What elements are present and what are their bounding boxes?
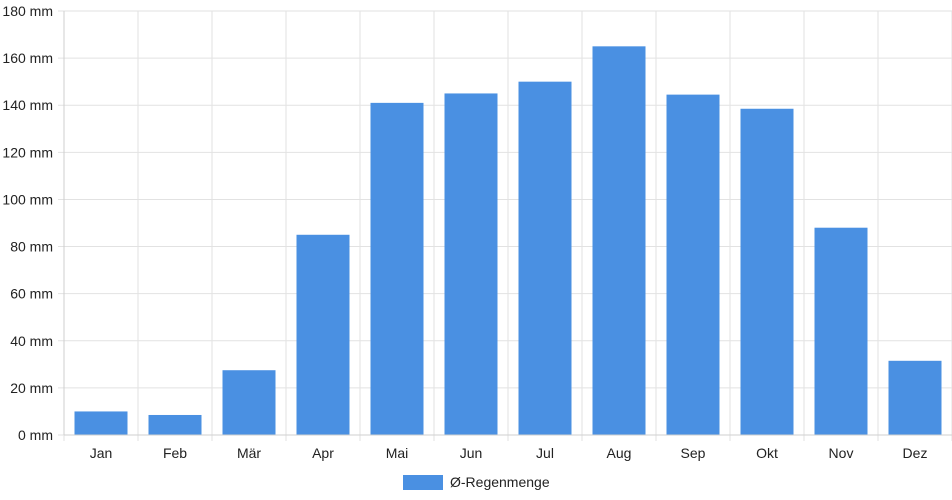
x-tick-label: Okt xyxy=(756,445,778,461)
bar[interactable] xyxy=(74,411,128,435)
legend-swatch[interactable] xyxy=(403,475,443,490)
bar[interactable] xyxy=(222,370,276,435)
x-tick-label: Mär xyxy=(237,445,261,461)
x-tick-label: Apr xyxy=(312,445,334,461)
x-tick-label: Mai xyxy=(386,445,409,461)
x-axis: Jan Feb Mär Apr Mai Jun Jul Aug Sep Okt Nov Dez xyxy=(64,434,952,461)
bar[interactable] xyxy=(444,93,498,435)
x-tick-label: Feb xyxy=(163,445,187,461)
x-tick-label: Jun xyxy=(460,445,483,461)
y-tick-label: 40 mm xyxy=(10,333,53,349)
y-tick-label: 140 mm xyxy=(2,97,53,113)
y-tick-label: 100 mm xyxy=(2,191,53,207)
y-tick-label: 180 mm xyxy=(2,3,53,19)
bar[interactable] xyxy=(666,94,720,435)
x-tick-label: Sep xyxy=(681,445,706,461)
bar[interactable] xyxy=(740,108,794,435)
bar[interactable] xyxy=(592,46,646,435)
legend[interactable]: Ø-Regenmenge xyxy=(403,474,550,490)
bar[interactable] xyxy=(814,227,868,435)
y-tick-label: 120 mm xyxy=(2,144,53,160)
x-tick-label: Dez xyxy=(903,445,928,461)
bar[interactable] xyxy=(296,234,350,435)
y-tick-label: 80 mm xyxy=(10,239,53,255)
bar[interactable] xyxy=(370,102,424,435)
y-tick-label: 0 mm xyxy=(18,427,53,443)
bars xyxy=(74,46,942,436)
x-tick-label: Jan xyxy=(90,445,113,461)
legend-label[interactable]: Ø-Regenmenge xyxy=(450,474,550,490)
y-tick-label: 60 mm xyxy=(10,286,53,302)
bar[interactable] xyxy=(518,81,572,436)
x-tick-label: Jul xyxy=(536,445,554,461)
x-tick-label: Aug xyxy=(607,445,632,461)
x-tick-label: Nov xyxy=(829,445,854,461)
y-tick-label: 160 mm xyxy=(2,50,53,66)
y-axis: 0 mm 20 mm 40 mm 60 mm 80 mm 100 mm 120 mm 140 … xyxy=(2,3,65,443)
y-tick-label: 20 mm xyxy=(10,380,53,396)
bar[interactable] xyxy=(148,414,202,435)
bar[interactable] xyxy=(888,360,942,435)
